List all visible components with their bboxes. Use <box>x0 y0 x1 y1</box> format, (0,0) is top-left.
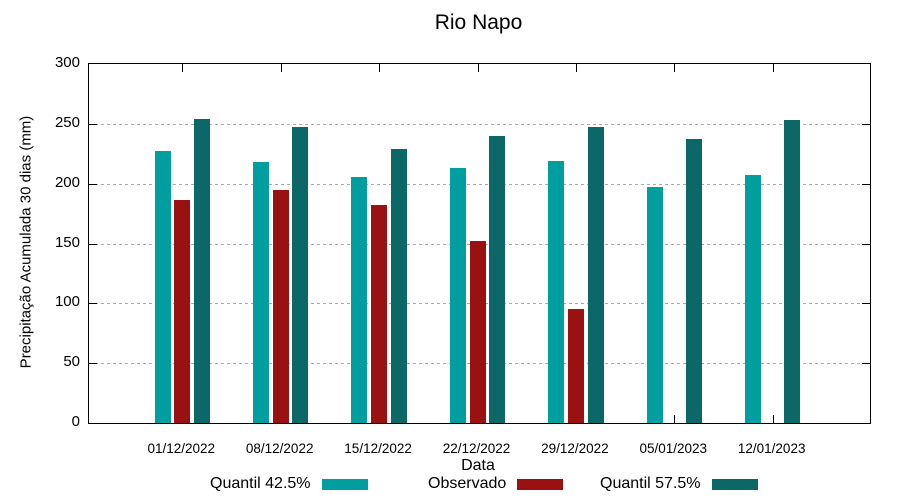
bar-quantil-57-5--5 <box>686 139 702 423</box>
bar-observado-1 <box>272 189 289 423</box>
bar-quantil-42-5--4 <box>548 160 565 423</box>
legend-entry-quantil-57-5: Quantil 57.5% <box>600 475 758 493</box>
bar-quantil-57-5--3 <box>489 135 506 423</box>
chart-title: Rio Napo <box>434 11 523 34</box>
y-tick-right-250 <box>862 123 870 125</box>
x-tick-top-4 <box>575 64 577 72</box>
bar-quantil-42-5--1 <box>253 162 269 423</box>
y-tick-label-250: 250 <box>54 113 80 131</box>
gridline-200 <box>89 183 870 185</box>
y-tick-right-50 <box>862 363 870 365</box>
x-tick-top-6 <box>772 64 774 72</box>
gridline-250 <box>89 123 870 125</box>
bar-quantil-57-5--2 <box>390 148 407 423</box>
y-tick-label-150: 150 <box>54 233 80 251</box>
x-tick-bottom-5 <box>674 415 676 423</box>
bar-quantil-57-5--6 <box>784 120 801 423</box>
bar-observado-2 <box>371 205 388 423</box>
x-tick-label-3: 22/12/2022 <box>442 441 511 456</box>
x-tick-label-5: 05/01/2023 <box>639 441 708 456</box>
y-tick-label-100: 100 <box>54 293 80 311</box>
x-tick-top-2 <box>379 64 381 72</box>
bar-quantil-42-5--5 <box>646 187 663 423</box>
bar-quantil-42-5--3 <box>449 168 466 423</box>
bar-quantil-57-5--1 <box>292 127 309 423</box>
bar-observado-0 <box>174 200 191 423</box>
x-tick-top-3 <box>477 64 479 72</box>
y-tick-right-150 <box>862 243 870 245</box>
bar-observado-4 <box>567 309 584 423</box>
bar-quantil-57-5--0 <box>194 119 210 423</box>
legend-entry-quantil-42-5: Quantil 42.5% <box>210 475 368 493</box>
legend-swatch-quantil-42-5 <box>321 478 368 490</box>
legend-swatch-quantil-57-5 <box>711 478 758 490</box>
x-tick-top-5 <box>674 64 676 72</box>
legend: Quantil 42.5% Observado Quantil 57.5% <box>0 475 900 493</box>
legend-swatch-observado <box>517 478 564 490</box>
legend-entry-observado: Observado <box>428 475 564 493</box>
x-tick-top-1 <box>280 64 282 72</box>
y-tick-label-200: 200 <box>54 173 80 191</box>
y-tick-left-100 <box>89 303 97 305</box>
y-tick-right-200 <box>862 183 870 185</box>
bar-observado-3 <box>469 241 486 423</box>
x-tick-label-1: 08/12/2022 <box>245 441 314 456</box>
x-tick-label-6: 12/01/2023 <box>737 441 806 456</box>
y-tick-label-0: 0 <box>71 413 80 430</box>
y-tick-left-150 <box>89 243 97 245</box>
y-tick-label-300: 300 <box>54 54 80 71</box>
x-tick-top-0 <box>182 64 184 72</box>
y-tick-left-250 <box>89 123 97 125</box>
bar-quantil-42-5--0 <box>154 151 171 423</box>
x-tick-label-4: 29/12/2022 <box>541 441 609 456</box>
y-tick-left-200 <box>89 183 97 185</box>
plot-area <box>88 63 871 424</box>
legend-label-observado: Observado <box>428 475 507 492</box>
y-tick-left-50 <box>89 363 97 365</box>
x-tick-bottom-6 <box>772 415 774 423</box>
legend-label-quantil-57-5: Quantil 57.5% <box>600 475 701 492</box>
y-tick-right-100 <box>862 303 870 305</box>
x-tick-label-0: 01/12/2022 <box>147 441 216 456</box>
bar-quantil-42-5--6 <box>745 175 761 423</box>
y-axis-label: Precipitação Acumulada 30 dias (mm) <box>17 115 35 369</box>
bar-quantil-42-5--2 <box>351 176 368 423</box>
bar-quantil-57-5--4 <box>587 127 604 423</box>
y-tick-label-50: 50 <box>63 353 80 371</box>
x-tick-label-2: 15/12/2022 <box>344 441 412 456</box>
x-axis-label: Data <box>461 457 495 474</box>
legend-label-quantil-42-5: Quantil 42.5% <box>210 475 311 492</box>
